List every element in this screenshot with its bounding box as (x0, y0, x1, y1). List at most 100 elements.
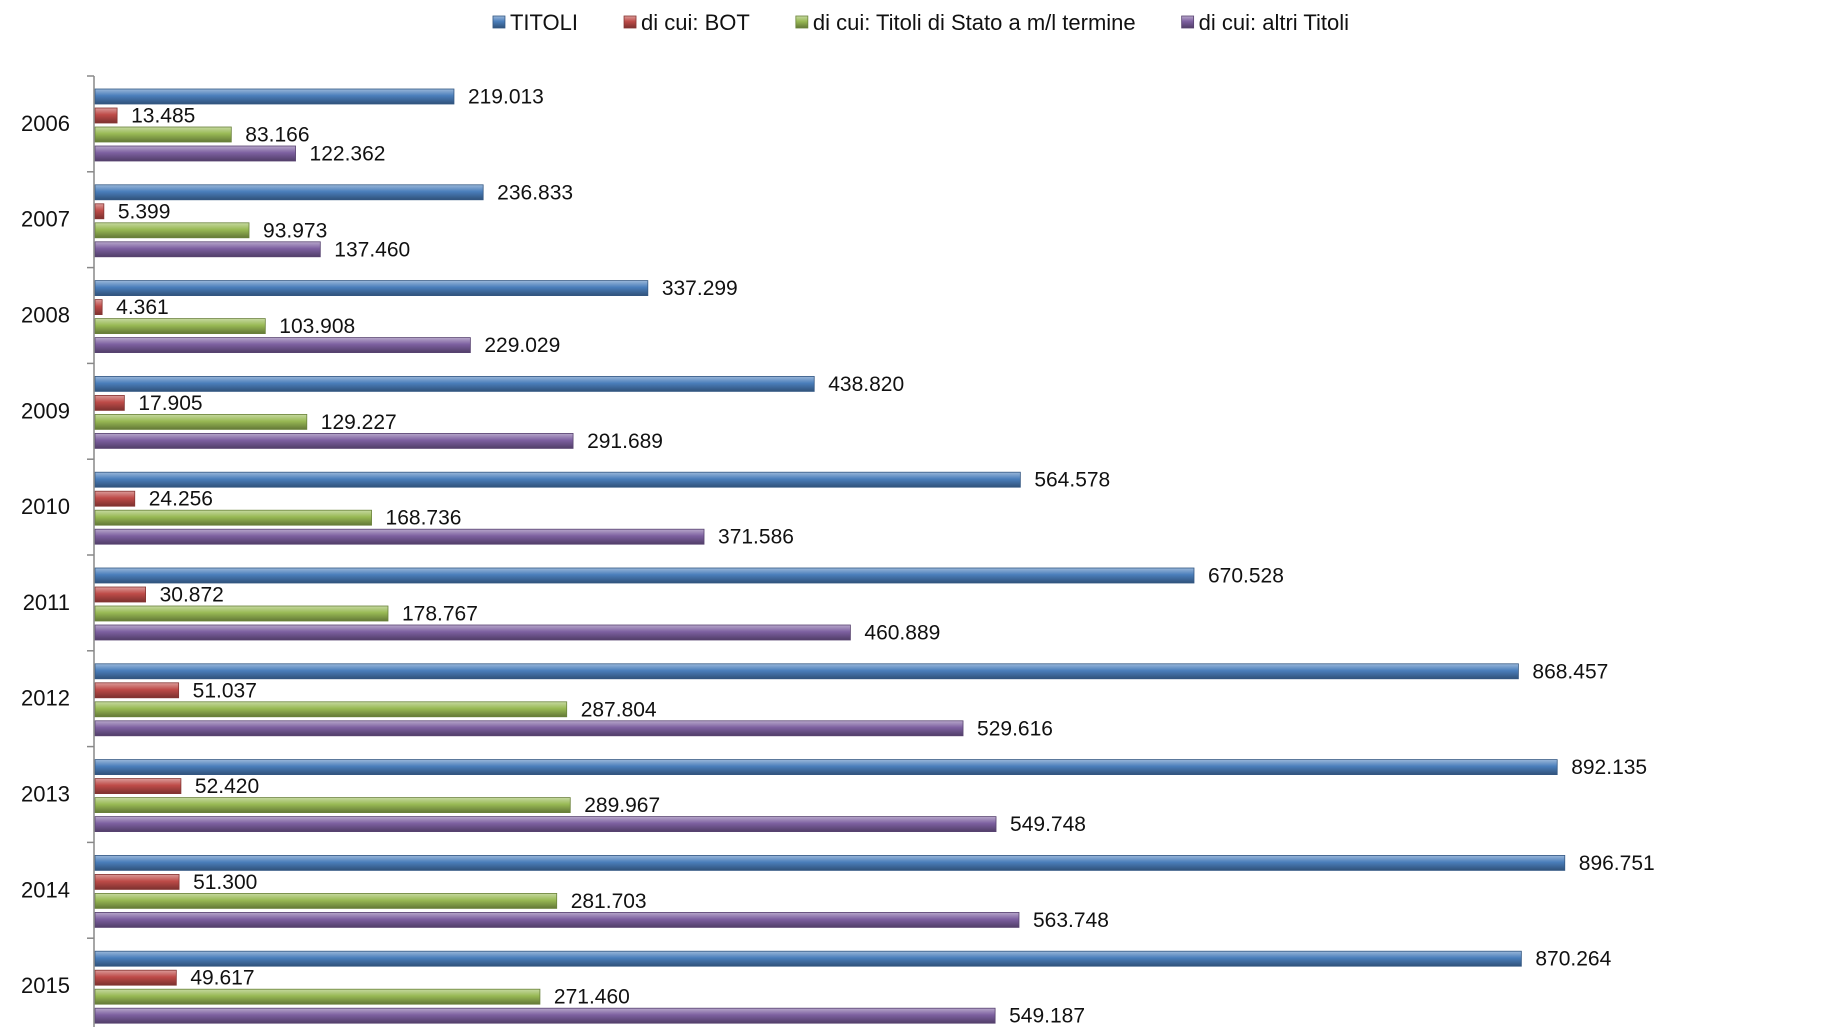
bar (94, 720, 964, 737)
data-label: 337.299 (662, 277, 738, 300)
category-label: 2008 (21, 303, 70, 328)
data-label: 371.586 (718, 526, 794, 549)
data-label: 13.485 (131, 105, 195, 128)
legend-swatch (795, 15, 809, 29)
bar (94, 682, 180, 699)
category-label: 2012 (21, 686, 70, 711)
data-label: 24.256 (149, 488, 213, 511)
legend-label: di cui: Titoli di Stato a m/l termine (813, 10, 1136, 35)
bar (94, 394, 125, 411)
data-label: 892.135 (1571, 756, 1647, 779)
bar (94, 586, 146, 603)
data-label: 291.689 (587, 430, 663, 453)
bar (94, 432, 574, 449)
legend-item: TITOLI (492, 10, 578, 35)
bar (94, 988, 541, 1005)
bar (94, 701, 568, 718)
bar (94, 624, 851, 641)
data-label: 287.804 (581, 698, 657, 721)
bar (94, 893, 558, 909)
data-label: 549.187 (1009, 1005, 1085, 1027)
bar (94, 413, 308, 430)
bar (94, 241, 321, 258)
data-label: 5.399 (118, 200, 171, 223)
bar (94, 471, 1021, 488)
bar (94, 126, 232, 143)
data-label: 4.361 (116, 296, 169, 319)
data-label: 460.889 (864, 622, 940, 645)
legend-label: di cui: BOT (641, 10, 750, 35)
data-label: 229.029 (484, 334, 560, 357)
data-label: 281.703 (571, 890, 647, 913)
category-label: 2013 (21, 782, 70, 807)
bar (94, 816, 997, 832)
bar (94, 375, 815, 392)
data-label: 17.905 (138, 392, 202, 415)
data-label: 529.616 (977, 717, 1053, 740)
data-label: 271.460 (554, 986, 630, 1009)
data-label: 289.967 (584, 794, 660, 817)
bar (94, 605, 389, 622)
legend-item: di cui: altri Titoli (1181, 10, 1349, 35)
data-label: 563.748 (1033, 909, 1109, 932)
bar (94, 299, 103, 316)
bar (94, 145, 296, 162)
data-label: 137.460 (334, 238, 410, 261)
bar (94, 1007, 996, 1024)
legend: TITOLI di cui: BOT di cui: Titoli di Stato… (492, 10, 1349, 35)
data-label: 868.457 (1532, 660, 1608, 683)
data-label: 549.748 (1010, 813, 1086, 836)
data-label: 51.037 (193, 679, 257, 702)
legend-swatch (492, 15, 506, 29)
data-label: 178.767 (402, 603, 478, 626)
category-label: 2014 (21, 877, 70, 902)
data-label: 236.833 (497, 181, 573, 204)
category-label: 2007 (21, 207, 70, 232)
data-label: 30.872 (160, 584, 224, 607)
bar (94, 203, 105, 220)
data-label: 870.264 (1535, 948, 1611, 971)
bar (94, 490, 136, 507)
legend-swatch (1181, 15, 1195, 29)
category-label: 2006 (21, 111, 70, 136)
bar (94, 759, 1558, 775)
data-label: 51.300 (193, 871, 257, 894)
bar (94, 855, 1566, 871)
bar (94, 950, 1522, 967)
bar (94, 528, 705, 545)
bar (94, 222, 250, 239)
legend-label: TITOLI (510, 10, 578, 35)
bar (94, 797, 571, 813)
data-label: 564.578 (1034, 469, 1110, 492)
data-label: 93.973 (263, 219, 327, 242)
data-label: 49.617 (190, 967, 254, 990)
data-label: 896.751 (1579, 852, 1655, 875)
y-axis-ticks (87, 75, 94, 939)
legend-item: di cui: Titoli di Stato a m/l termine (795, 10, 1136, 35)
data-label: 83.166 (245, 124, 309, 147)
category-label: 2015 (21, 973, 70, 998)
data-label: 219.013 (468, 86, 544, 109)
legend-item: di cui: BOT (623, 10, 750, 35)
category-label: 2011 (23, 590, 70, 615)
bar (94, 509, 372, 526)
data-label: 168.736 (386, 507, 462, 530)
bar (94, 778, 182, 794)
bar (94, 88, 455, 105)
bar (94, 969, 177, 986)
bar (94, 874, 180, 890)
legend-swatch (623, 15, 637, 29)
bar (94, 280, 649, 297)
data-label: 438.820 (828, 373, 904, 396)
data-label: 52.420 (195, 775, 259, 798)
bar (94, 663, 1519, 680)
bar (94, 107, 118, 124)
bar (94, 567, 1195, 584)
category-label: 2010 (21, 494, 70, 519)
category-label: 2009 (21, 398, 70, 423)
bar (94, 337, 471, 354)
legend-label: di cui: altri Titoli (1199, 10, 1349, 35)
bar (94, 912, 1020, 928)
